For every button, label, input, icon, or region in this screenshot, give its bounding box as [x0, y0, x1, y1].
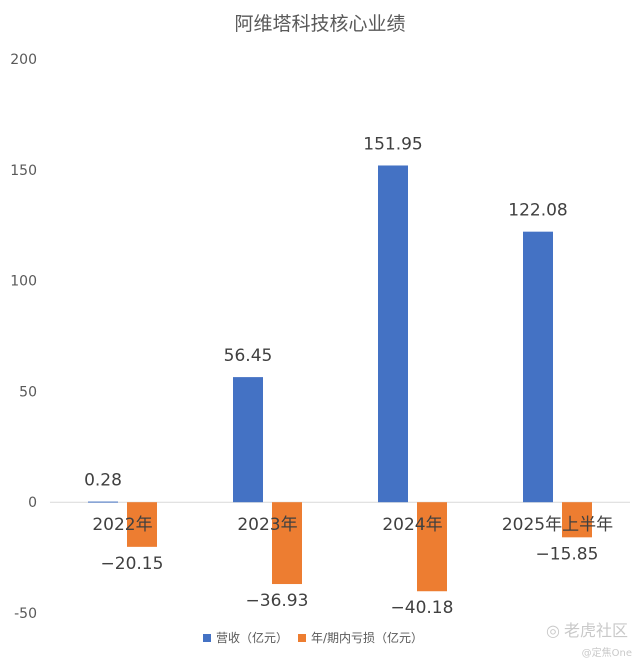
revenue-data-label: 151.95 — [363, 134, 422, 154]
legend: 营收（亿元） 年/期内亏损（亿元） — [203, 630, 423, 645]
y-tick-label: 150 — [10, 163, 37, 179]
revenue-data-label: 0.28 — [84, 471, 122, 491]
y-tick-label: 0 — [28, 495, 37, 511]
y-tick-label: 100 — [10, 274, 37, 290]
x-tick-label: 2023年 — [237, 515, 297, 535]
legend-label: 年/期内亏损（亿元） — [311, 630, 423, 645]
loss-bar — [272, 502, 302, 585]
watermark: ◎ 老虎社区 — [546, 617, 628, 641]
y-axis: -50 0 50 100 150 200 — [10, 52, 37, 622]
revenue-bar — [233, 377, 263, 503]
loss-data-label: −20.15 — [101, 554, 164, 574]
revenue-data-label: 56.45 — [224, 346, 273, 366]
watermark-sub: @定焦One — [581, 648, 632, 659]
revenue-bar — [378, 165, 408, 503]
y-tick-label: 50 — [19, 384, 37, 400]
watermark-text: 老虎社区 — [563, 621, 628, 640]
loss-bar — [417, 502, 447, 592]
x-tick-label: 2024年 — [382, 515, 442, 535]
revenue-bar — [88, 501, 118, 503]
legend-swatch — [298, 634, 306, 642]
loss-data-label: −15.85 — [536, 544, 599, 564]
bars: 0.28 −20.15 56.45 −36.93 151.95 −40.18 122.08 −… — [84, 134, 598, 618]
y-tick-label: -50 — [14, 606, 37, 622]
revenue-data-label: 122.08 — [508, 201, 567, 221]
x-axis: 2022年 2023年 2024年 2025年上半年 — [92, 515, 613, 535]
loss-bar — [562, 502, 592, 538]
loss-data-label: −36.93 — [246, 591, 309, 611]
x-tick-label: 2025年上半年 — [502, 515, 613, 535]
loss-bar — [127, 502, 157, 547]
chart-title: 阿维塔科技核心业绩 — [234, 13, 405, 35]
loss-data-label: −40.18 — [391, 598, 454, 618]
legend-swatch — [203, 634, 211, 642]
y-tick-label: 200 — [10, 52, 37, 68]
x-tick-label: 2022年 — [92, 515, 152, 535]
revenue-bar — [523, 231, 553, 503]
tiger-logo-icon: ◎ — [546, 621, 560, 640]
legend-label: 营收（亿元） — [216, 630, 288, 645]
